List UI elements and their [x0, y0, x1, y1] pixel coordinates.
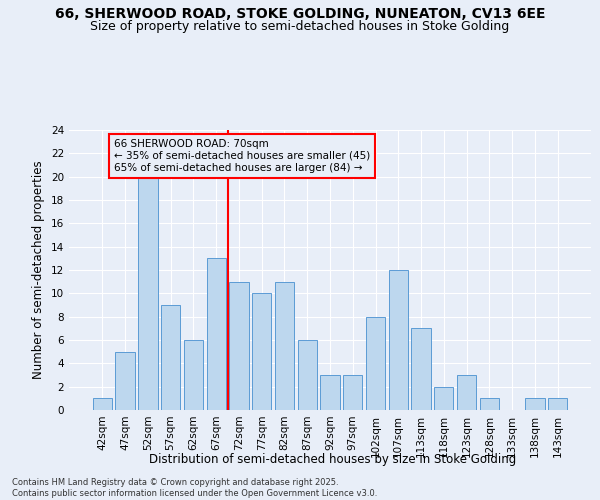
Bar — [320, 375, 340, 410]
Bar — [115, 352, 135, 410]
Bar — [434, 386, 454, 410]
Y-axis label: Number of semi-detached properties: Number of semi-detached properties — [32, 160, 46, 380]
Bar — [479, 398, 499, 410]
Bar — [457, 375, 476, 410]
Text: Size of property relative to semi-detached houses in Stoke Golding: Size of property relative to semi-detach… — [91, 20, 509, 33]
Bar — [366, 316, 385, 410]
Bar — [275, 282, 294, 410]
Bar — [229, 282, 248, 410]
Text: Distribution of semi-detached houses by size in Stoke Golding: Distribution of semi-detached houses by … — [149, 452, 517, 466]
Text: 66 SHERWOOD ROAD: 70sqm
← 35% of semi-detached houses are smaller (45)
65% of se: 66 SHERWOOD ROAD: 70sqm ← 35% of semi-de… — [114, 140, 370, 172]
Bar — [298, 340, 317, 410]
Bar — [548, 398, 567, 410]
Bar — [343, 375, 362, 410]
Bar — [206, 258, 226, 410]
Bar — [412, 328, 431, 410]
Bar — [525, 398, 545, 410]
Text: 66, SHERWOOD ROAD, STOKE GOLDING, NUNEATON, CV13 6EE: 66, SHERWOOD ROAD, STOKE GOLDING, NUNEAT… — [55, 8, 545, 22]
Bar — [93, 398, 112, 410]
Bar — [161, 305, 181, 410]
Bar — [252, 294, 271, 410]
Bar — [389, 270, 408, 410]
Bar — [138, 176, 158, 410]
Bar — [184, 340, 203, 410]
Text: Contains HM Land Registry data © Crown copyright and database right 2025.
Contai: Contains HM Land Registry data © Crown c… — [12, 478, 377, 498]
